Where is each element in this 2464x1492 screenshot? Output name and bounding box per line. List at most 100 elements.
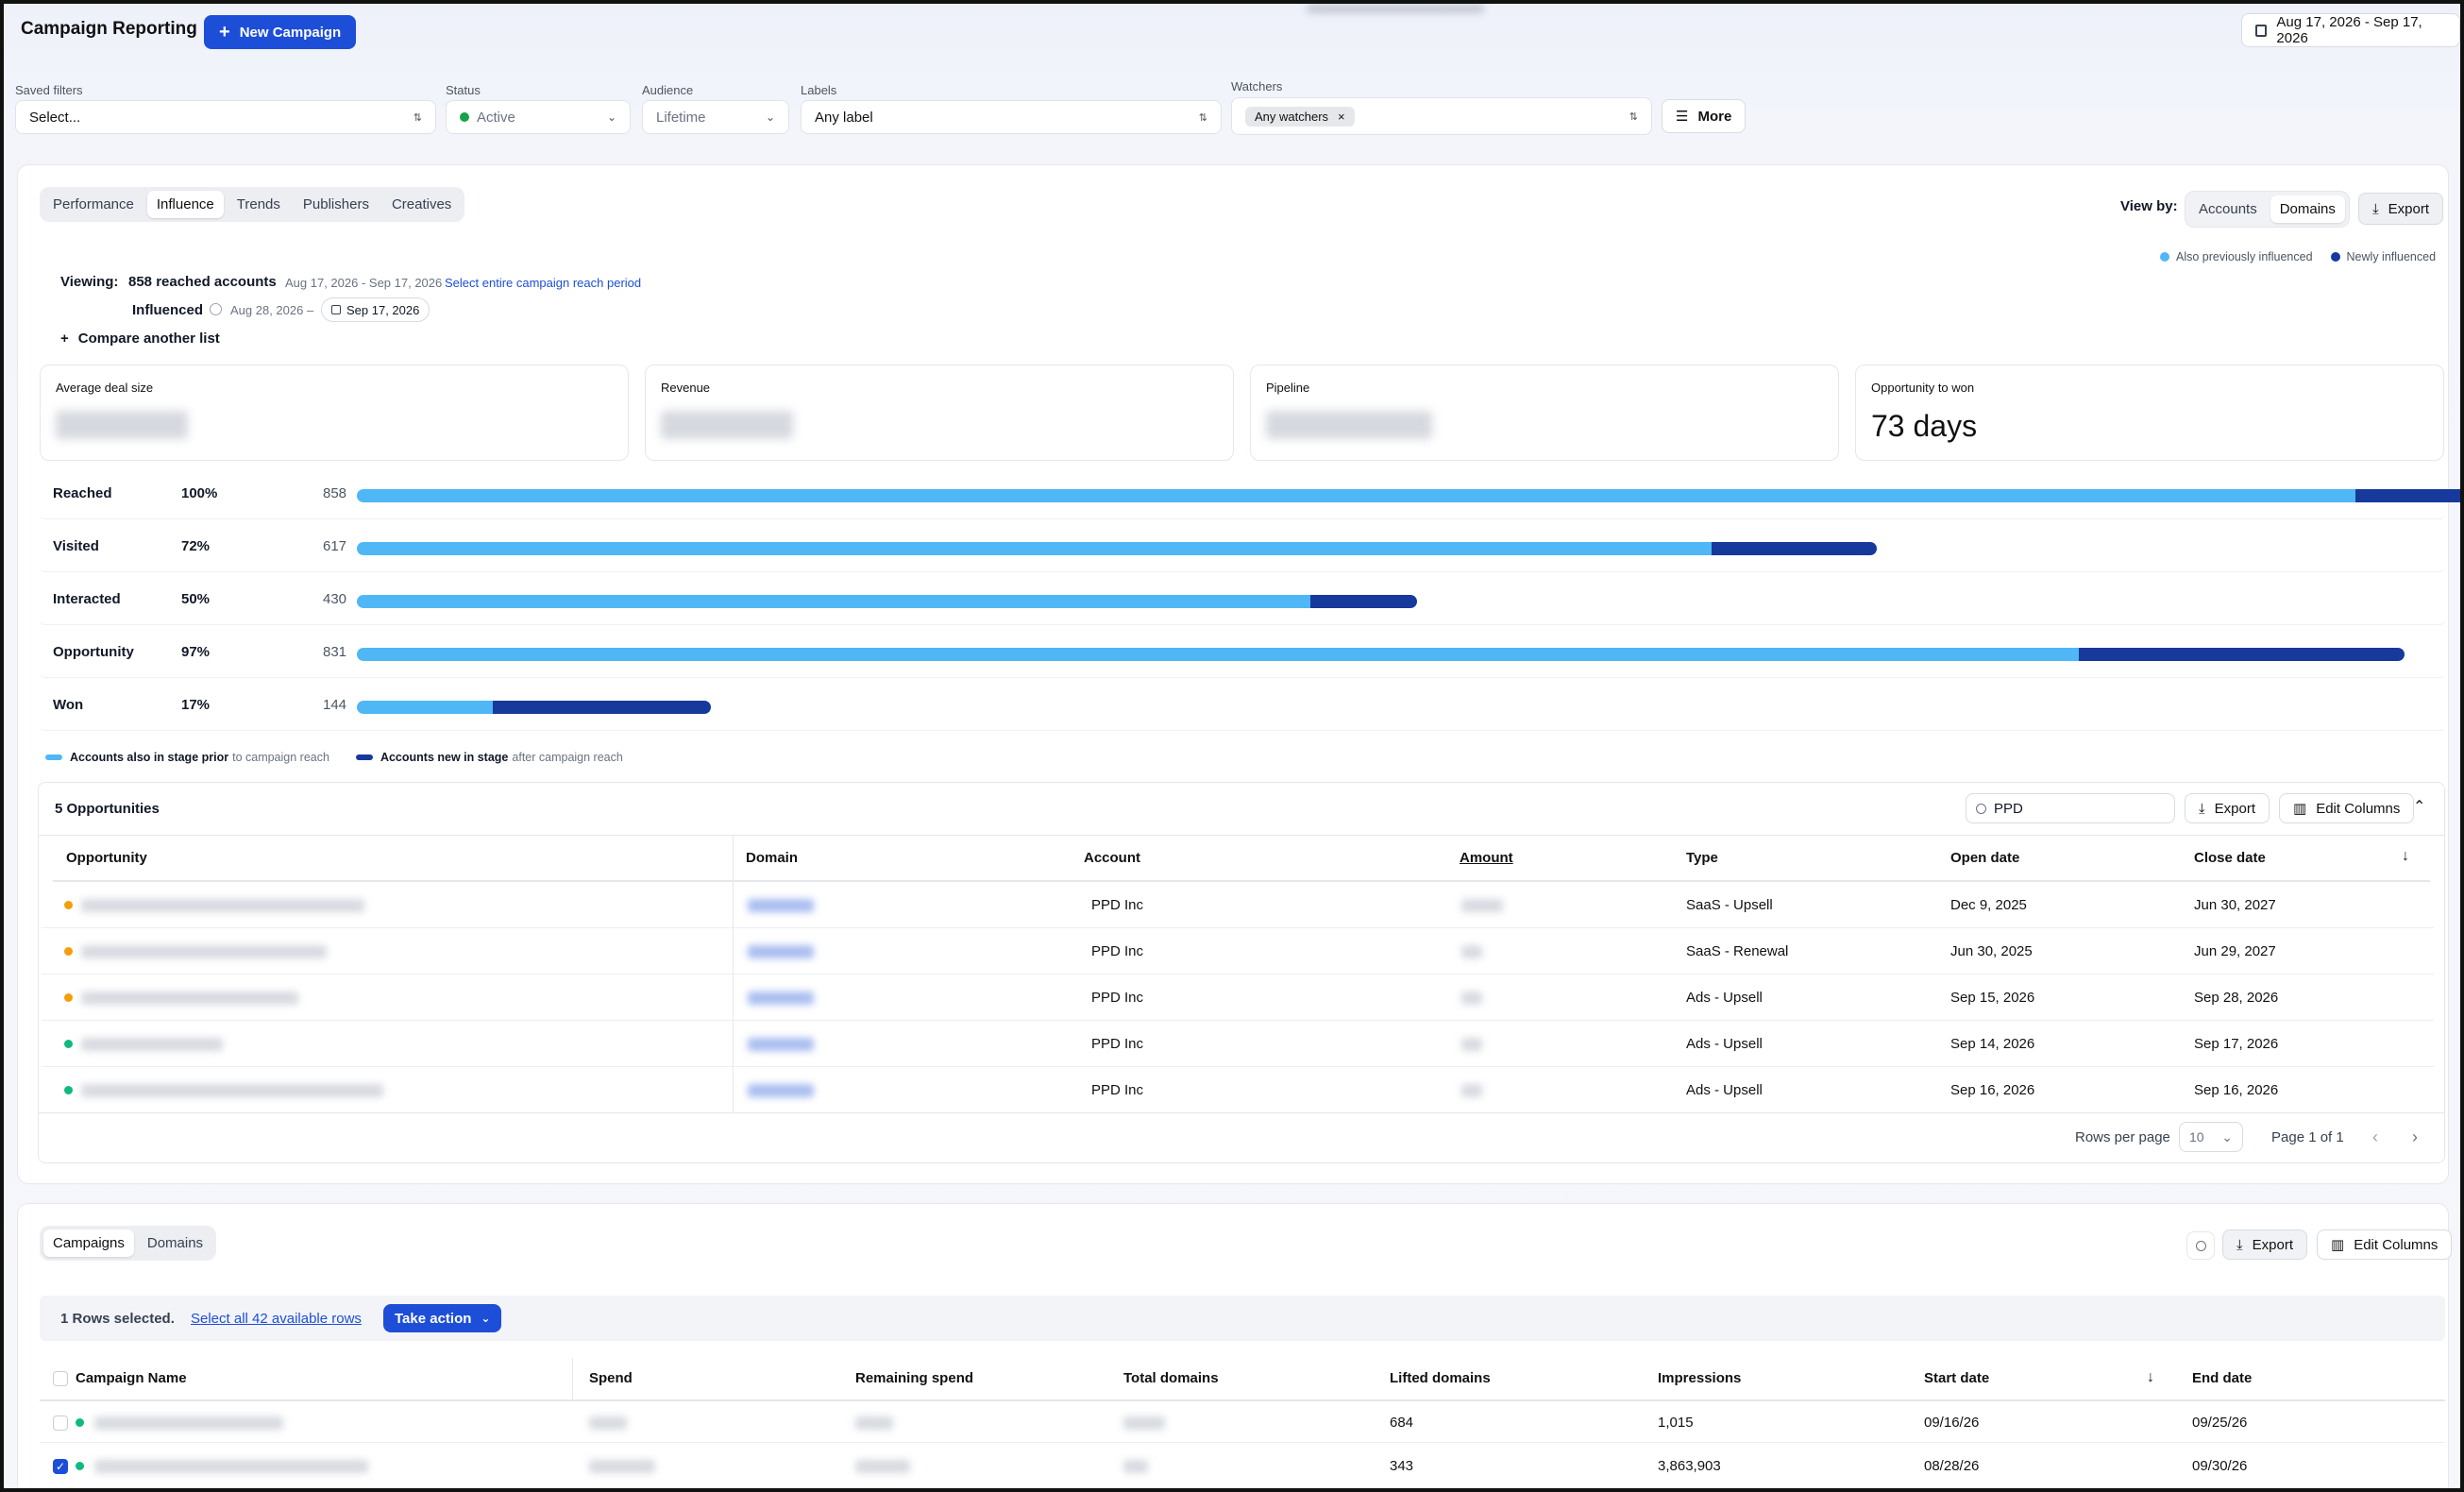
col-domain[interactable]: Domain bbox=[746, 850, 799, 866]
blurred-domain-link[interactable] bbox=[748, 1084, 814, 1097]
blurred-domain-link[interactable] bbox=[748, 945, 814, 958]
close-date-cell: Jun 29, 2027 bbox=[2194, 943, 2276, 959]
col-campaign-name[interactable]: Campaign Name bbox=[76, 1370, 187, 1386]
col-opportunity[interactable]: Opportunity bbox=[66, 850, 147, 866]
funnel-row-won: Won 17% 144 bbox=[40, 682, 2445, 731]
campaign-row[interactable]: ✓ 343 3,863,903 08/28/26 09/30/26 bbox=[4, 1445, 2460, 1488]
campaigns-edit-columns-button[interactable]: ▥ Edit Columns bbox=[2317, 1229, 2453, 1260]
view-accounts-option[interactable]: Accounts bbox=[2199, 201, 2257, 217]
blurred-opportunity-name[interactable] bbox=[81, 1084, 383, 1097]
influenced-from: Aug 28, 2026 – bbox=[230, 303, 314, 317]
watchers-select[interactable]: Any watchers × ⇅ bbox=[1231, 97, 1652, 135]
blurred-campaign-name[interactable] bbox=[94, 1416, 283, 1430]
search-button[interactable] bbox=[2186, 1231, 2215, 1260]
collapse-chevron-icon[interactable]: ⌃ bbox=[2413, 799, 2426, 815]
opportunity-row[interactable]: PPD Inc SaaS - Upsell Dec 9, 2025 Jun 30… bbox=[4, 882, 2460, 928]
col-account[interactable]: Account bbox=[1084, 850, 1140, 866]
watchers-chip[interactable]: Any watchers × bbox=[1245, 106, 1355, 127]
date-range-button[interactable]: Aug 17, 2026 - Sep 17, 2026 bbox=[2241, 13, 2460, 47]
tab-influence[interactable]: Influence bbox=[146, 191, 224, 218]
audience-select[interactable]: Lifetime ⌄ bbox=[642, 100, 789, 134]
blurred-opportunity-name[interactable] bbox=[81, 1038, 223, 1051]
select-reach-period-link[interactable]: Select entire campaign reach period bbox=[445, 276, 642, 290]
col-lifted-domains[interactable]: Lifted domains bbox=[1390, 1370, 1491, 1386]
more-filters-button[interactable]: ☰ More bbox=[1662, 99, 1747, 133]
opportunity-row[interactable]: PPD Inc Ads - Upsell Sep 16, 2026 Sep 16… bbox=[4, 1067, 2460, 1113]
status-select[interactable]: Active ⌄ bbox=[446, 100, 631, 134]
page-indicator: Page 1 of 1 bbox=[2271, 1129, 2344, 1145]
col-spend[interactable]: Spend bbox=[589, 1370, 633, 1386]
lifted-domains-cell: 684 bbox=[1390, 1415, 1414, 1431]
opportunity-search-input[interactable]: PPD bbox=[1966, 793, 2175, 823]
row-checkbox[interactable] bbox=[53, 1416, 68, 1431]
col-impressions[interactable]: Impressions bbox=[1658, 1370, 1742, 1386]
tab-publishers[interactable]: Publishers bbox=[302, 196, 369, 212]
columns-icon: ▥ bbox=[2331, 1237, 2345, 1253]
calendar-icon bbox=[331, 305, 341, 314]
legend-a-bold: Accounts also in stage prior bbox=[70, 751, 229, 764]
blurred-opportunity-name[interactable] bbox=[81, 945, 327, 958]
blurred-campaign-name[interactable] bbox=[94, 1460, 368, 1473]
funnel-row-visited: Visited 72% 617 bbox=[40, 523, 2445, 572]
saved-filters-select[interactable]: Select... ⇅ bbox=[15, 100, 436, 134]
influenced-label: Influenced bbox=[132, 302, 204, 318]
viewing-label: Viewing: bbox=[60, 274, 119, 290]
col-end-date[interactable]: End date bbox=[2192, 1370, 2253, 1386]
stage-percent: 72% bbox=[181, 538, 211, 554]
blurred-domain-link[interactable] bbox=[748, 1038, 814, 1051]
prev-page-button[interactable]: ‹ bbox=[2372, 1127, 2378, 1146]
close-icon[interactable]: × bbox=[1338, 109, 1345, 124]
blurred-remaining-spend bbox=[855, 1416, 893, 1430]
bar-segment-prior bbox=[357, 542, 1712, 555]
sort-desc-icon[interactable]: ↓ bbox=[2147, 1369, 2154, 1385]
col-total-domains[interactable]: Total domains bbox=[1123, 1370, 1219, 1386]
col-amount[interactable]: Amount bbox=[1460, 850, 1513, 866]
stage-count: 831 bbox=[323, 644, 347, 660]
blurred-opportunity-name[interactable] bbox=[81, 899, 364, 912]
row-divider bbox=[40, 1442, 2445, 1443]
download-icon: ⤓ bbox=[2372, 200, 2379, 217]
blurred-opportunity-name[interactable] bbox=[81, 992, 298, 1005]
row-checkbox[interactable]: ✓ bbox=[53, 1459, 68, 1474]
col-remaining-spend[interactable]: Remaining spend bbox=[855, 1370, 974, 1386]
rows-per-page-select[interactable]: 10 ⌄ bbox=[2179, 1122, 2243, 1152]
col-type[interactable]: Type bbox=[1686, 850, 1718, 866]
opportunities-export-button[interactable]: ⤓ Export bbox=[2185, 793, 2270, 823]
take-action-button[interactable]: Take action ⌄ bbox=[383, 1304, 502, 1332]
tab-creatives[interactable]: Creatives bbox=[391, 196, 452, 212]
opportunity-row[interactable]: PPD Inc Ads - Upsell Sep 15, 2026 Sep 28… bbox=[4, 975, 2460, 1021]
select-all-link[interactable]: Select all 42 available rows bbox=[191, 1311, 362, 1327]
new-campaign-button[interactable]: + New Campaign bbox=[204, 15, 357, 49]
tab-performance[interactable]: Performance bbox=[53, 196, 134, 212]
account-cell: PPD Inc bbox=[1091, 1036, 1144, 1052]
rows-per-page-label: Rows per page bbox=[2075, 1129, 2170, 1145]
opportunity-row[interactable]: PPD Inc SaaS - Renewal Jun 30, 2025 Jun … bbox=[4, 928, 2460, 975]
tab-trends[interactable]: Trends bbox=[236, 196, 280, 212]
compare-list-button[interactable]: + Compare another list bbox=[60, 331, 220, 347]
tab-domains[interactable]: Domains bbox=[146, 1235, 204, 1251]
view-domains-option[interactable]: Domains bbox=[2270, 195, 2345, 223]
impressions-cell: 3,863,903 bbox=[1658, 1458, 1721, 1474]
select-all-checkbox[interactable] bbox=[53, 1371, 68, 1386]
campaigns-export-button[interactable]: ⤓ Export bbox=[2222, 1229, 2307, 1260]
influenced-to-picker[interactable]: Sep 17, 2026 bbox=[321, 297, 430, 322]
export-button[interactable]: ⤓ Export bbox=[2358, 193, 2443, 225]
campaign-row[interactable]: 684 1,015 09/16/26 09/25/26 bbox=[4, 1401, 2460, 1445]
start-date-cell: 09/16/26 bbox=[1924, 1415, 1980, 1431]
labels-select[interactable]: Any label ⇅ bbox=[801, 100, 1222, 134]
opportunity-row[interactable]: PPD Inc Ads - Upsell Sep 14, 2026 Sep 17… bbox=[4, 1021, 2460, 1067]
search-value: PPD bbox=[1994, 800, 2023, 817]
col-start-date[interactable]: Start date bbox=[1924, 1370, 1990, 1386]
next-page-button[interactable]: › bbox=[2412, 1127, 2418, 1146]
sort-desc-icon[interactable]: ↓ bbox=[2402, 848, 2409, 864]
col-close-date[interactable]: Close date bbox=[2194, 850, 2266, 866]
blurred-domain-link[interactable] bbox=[748, 992, 814, 1005]
blurred-domain-link[interactable] bbox=[748, 899, 814, 912]
chevron-down-icon: ⌄ bbox=[765, 110, 775, 124]
info-icon[interactable] bbox=[210, 303, 222, 315]
opportunities-edit-columns-button[interactable]: ▥ Edit Columns bbox=[2279, 793, 2415, 823]
open-date-cell: Jun 30, 2025 bbox=[1950, 943, 2033, 959]
stage-bar bbox=[357, 595, 1417, 608]
tab-campaigns[interactable]: Campaigns bbox=[43, 1229, 134, 1257]
col-open-date[interactable]: Open date bbox=[1950, 850, 2020, 866]
